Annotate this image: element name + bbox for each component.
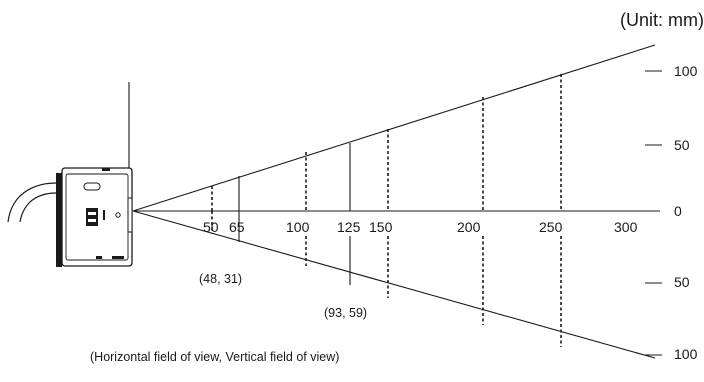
- scale-label-upper-50: 50: [674, 137, 690, 153]
- fov-annotation-65: (48, 31): [199, 272, 242, 286]
- unit-label: (Unit: mm): [620, 10, 704, 30]
- scale-ticks: [645, 70, 662, 356]
- distance-label-100: 100: [286, 219, 310, 235]
- scale-label-upper-100: 100: [674, 63, 698, 79]
- distance-label-150: 150: [369, 219, 393, 235]
- sensor-cable-icon-inner: [19, 192, 68, 223]
- legend-note: (Horizontal field of view, Vertical fiel…: [90, 350, 339, 364]
- scale-label-lower-50: 50: [674, 274, 690, 290]
- distance-label-125: 125: [337, 219, 361, 235]
- scale-label-zero: 0: [674, 203, 682, 219]
- fov-annotation-125: (93, 59): [324, 306, 367, 320]
- scale-label-lower-100: 100: [674, 346, 698, 362]
- fov-lower-boundary: [132, 210, 656, 359]
- vision-sensor-icon: [56, 167, 133, 267]
- distance-label-65: 65: [229, 219, 245, 235]
- distance-markers: [211, 74, 562, 347]
- distance-label-50: 50: [203, 219, 219, 235]
- distance-label-300: 300: [614, 219, 638, 235]
- fov-upper-boundary: [132, 44, 656, 212]
- distance-label-250: 250: [539, 219, 563, 235]
- distance-label-200: 200: [457, 219, 481, 235]
- sensor-cable-icon: [7, 182, 68, 223]
